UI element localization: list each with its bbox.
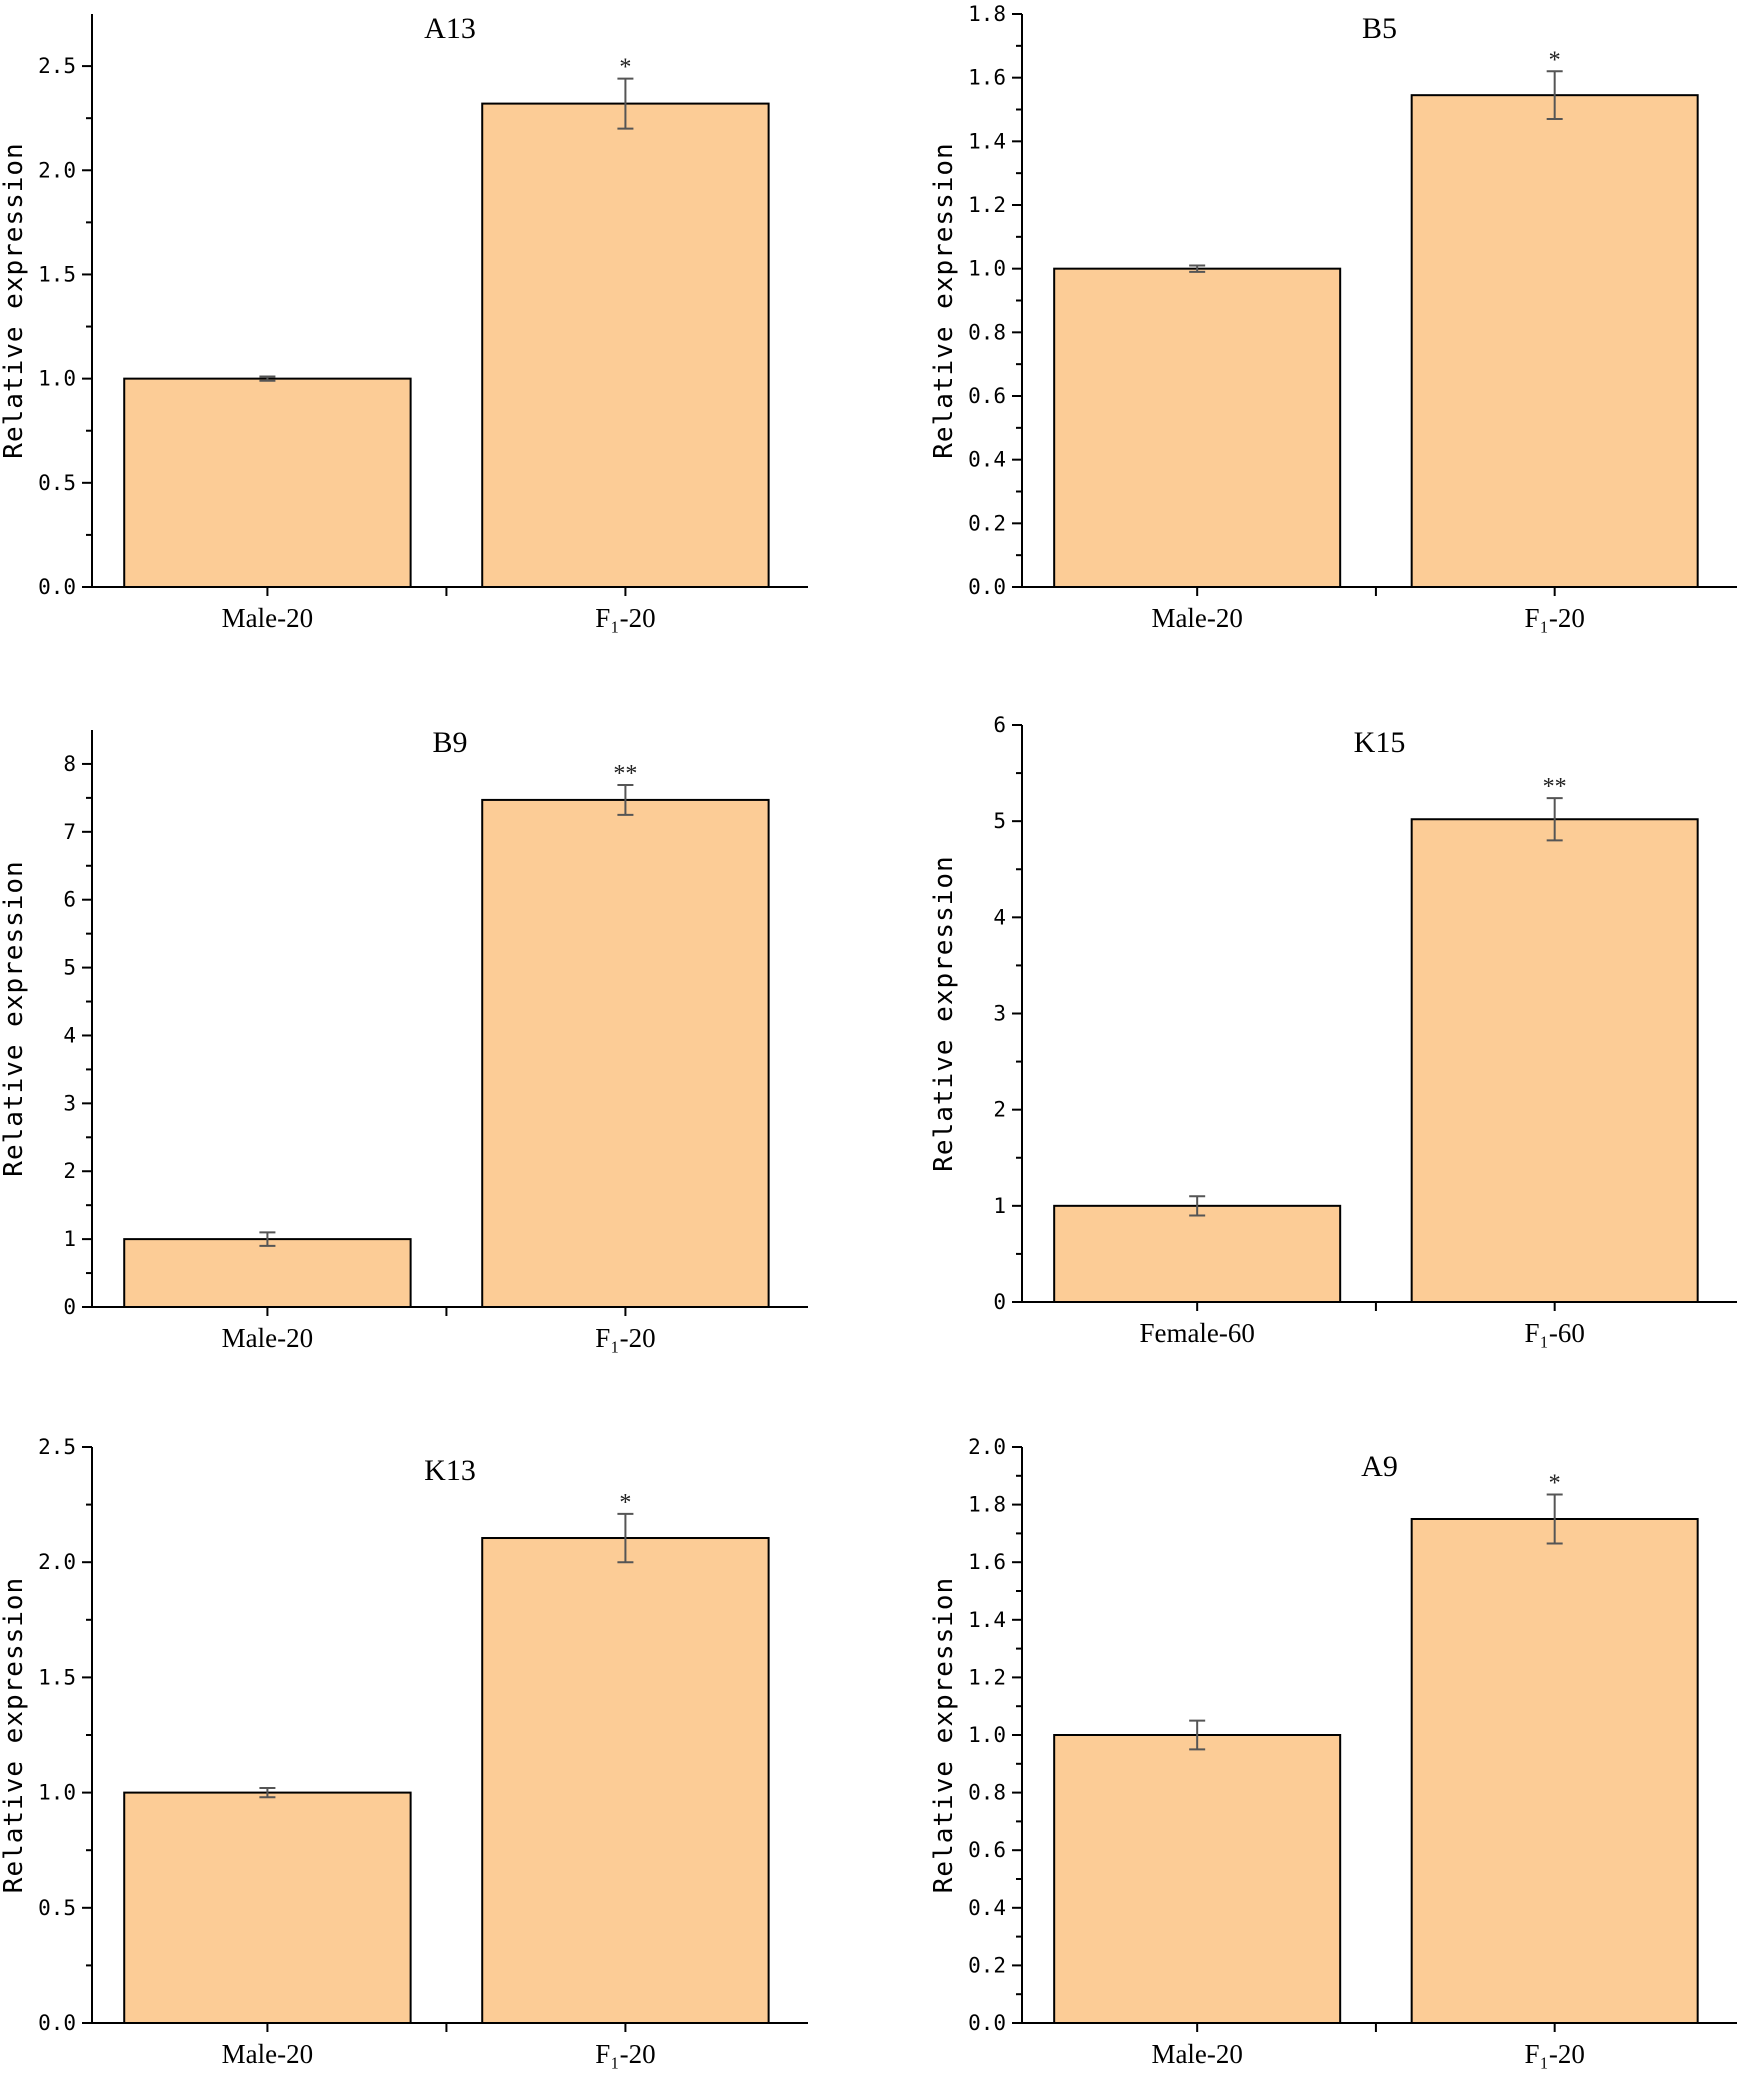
category-label: F₁-20 bbox=[1524, 603, 1584, 633]
y-tick-label: 0.5 bbox=[38, 1896, 76, 1920]
y-tick-label: 5 bbox=[993, 809, 1006, 833]
chart-title: K13 bbox=[424, 1454, 476, 1487]
y-axis-label: Relative expression bbox=[0, 142, 29, 458]
category-label: Male-20 bbox=[222, 1323, 313, 1353]
category-label: F₁-20 bbox=[595, 2039, 655, 2069]
y-tick-label: 2 bbox=[993, 1098, 1006, 1122]
significance-marker: * bbox=[619, 1490, 631, 1516]
y-tick-label: 1.0 bbox=[38, 1781, 76, 1805]
y-tick-label: 0.6 bbox=[968, 384, 1006, 408]
y-tick-label: 3 bbox=[993, 1002, 1006, 1026]
chart-title: B5 bbox=[1362, 12, 1397, 45]
category-label: F₁-20 bbox=[595, 1323, 655, 1353]
y-tick-label: 1.8 bbox=[968, 2, 1006, 26]
bar bbox=[123, 1791, 412, 2024]
category-label: Male-20 bbox=[1151, 603, 1242, 633]
y-tick-label: 0.4 bbox=[968, 448, 1006, 472]
y-tick-label: 0.0 bbox=[38, 575, 76, 599]
y-axis-label: Relative expression bbox=[929, 855, 959, 1171]
y-tick-label: 1.2 bbox=[968, 1665, 1006, 1689]
y-tick-label: 1 bbox=[63, 1227, 76, 1251]
category-label: Male-20 bbox=[222, 2039, 313, 2069]
y-tick-label: 1.6 bbox=[968, 66, 1006, 90]
y-tick-label: 7 bbox=[63, 820, 76, 844]
y-tick-label: 0.2 bbox=[968, 511, 1006, 535]
y-tick-label: 0.8 bbox=[968, 1781, 1006, 1805]
y-tick-label: 1.5 bbox=[38, 1665, 76, 1689]
y-tick-label: 2.5 bbox=[38, 1435, 76, 1459]
significance-marker: * bbox=[1549, 47, 1561, 73]
y-tick-label: 2.0 bbox=[968, 1435, 1006, 1459]
y-tick-label: 0.5 bbox=[38, 471, 76, 495]
y-tick-label: 1.0 bbox=[968, 257, 1006, 281]
chart-title: A13 bbox=[424, 12, 476, 45]
y-axis-label: Relative expression bbox=[929, 142, 959, 458]
y-tick-label: 3 bbox=[63, 1091, 76, 1115]
y-tick-label: 0.8 bbox=[968, 320, 1006, 344]
chart-title: A9 bbox=[1361, 1450, 1398, 1483]
category-label: Female-60 bbox=[1139, 1318, 1254, 1348]
y-tick-label: 0.0 bbox=[968, 2011, 1006, 2035]
category-label: Male-20 bbox=[222, 603, 313, 633]
bar bbox=[123, 377, 412, 588]
category-label: F₁-20 bbox=[595, 603, 655, 633]
significance-marker: * bbox=[619, 55, 631, 81]
chart-title: K15 bbox=[1354, 726, 1406, 759]
bar bbox=[1410, 1518, 1699, 2024]
bar bbox=[1410, 94, 1699, 589]
y-tick-label: 2 bbox=[63, 1159, 76, 1183]
significance-marker: ** bbox=[1543, 774, 1567, 800]
y-tick-label: 2.5 bbox=[38, 54, 76, 78]
y-tick-label: 1.5 bbox=[38, 262, 76, 286]
bar bbox=[481, 1537, 770, 2025]
y-axis-label: Relative expression bbox=[929, 1577, 959, 1893]
y-tick-label: 0.0 bbox=[38, 2011, 76, 2035]
y-tick-label: 1.6 bbox=[968, 1550, 1006, 1574]
category-label: F₁-60 bbox=[1524, 1318, 1584, 1348]
y-tick-label: 0 bbox=[63, 1295, 76, 1319]
significance-marker: * bbox=[1549, 1471, 1561, 1497]
bar bbox=[1053, 1734, 1342, 2024]
y-tick-label: 5 bbox=[63, 956, 76, 980]
y-tick-label: 1.4 bbox=[968, 1608, 1006, 1632]
y-tick-label: 0.6 bbox=[968, 1838, 1006, 1862]
y-tick-label: 6 bbox=[63, 888, 76, 912]
category-label: F₁-20 bbox=[1524, 2039, 1584, 2069]
bar bbox=[481, 798, 770, 1308]
y-tick-label: 0.4 bbox=[968, 1896, 1006, 1920]
significance-marker: ** bbox=[613, 761, 637, 787]
y-tick-label: 2.0 bbox=[38, 1550, 76, 1574]
y-tick-label: 2.0 bbox=[38, 158, 76, 182]
y-tick-label: 6 bbox=[993, 713, 1006, 737]
bar bbox=[1053, 267, 1342, 588]
y-tick-label: 0.0 bbox=[968, 575, 1006, 599]
y-tick-label: 1.4 bbox=[968, 129, 1006, 153]
y-axis-label: Relative expression bbox=[0, 860, 29, 1176]
y-tick-label: 1.2 bbox=[968, 193, 1006, 217]
y-axis-label: Relative expression bbox=[0, 1577, 29, 1893]
y-tick-label: 0 bbox=[993, 1290, 1006, 1314]
y-tick-label: 1.0 bbox=[38, 367, 76, 391]
bar bbox=[481, 102, 770, 588]
bar bbox=[1410, 818, 1699, 1303]
y-tick-label: 0.2 bbox=[968, 1953, 1006, 1977]
y-tick-label: 8 bbox=[63, 752, 76, 776]
y-tick-label: 4 bbox=[63, 1023, 76, 1047]
chart-title: B9 bbox=[432, 726, 467, 759]
y-tick-label: 1.0 bbox=[968, 1723, 1006, 1747]
y-tick-label: 4 bbox=[993, 905, 1006, 929]
y-tick-label: 1.8 bbox=[968, 1493, 1006, 1517]
y-tick-label: 1 bbox=[993, 1194, 1006, 1218]
category-label: Male-20 bbox=[1151, 2039, 1242, 2069]
